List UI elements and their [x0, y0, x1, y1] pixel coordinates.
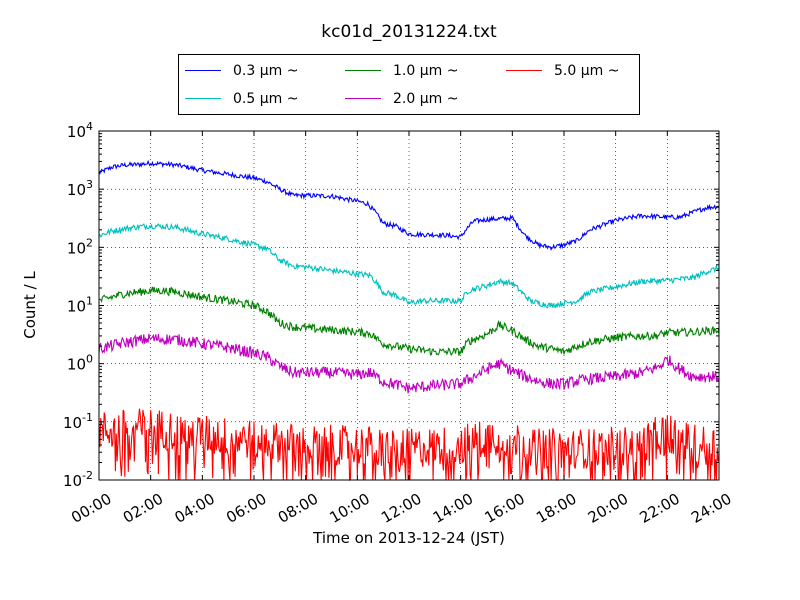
- x-tick-label: 14:00: [430, 490, 476, 527]
- x-tick-label: 12:00: [378, 490, 424, 527]
- x-tick-label: 22:00: [636, 490, 682, 527]
- series-line: [98, 333, 720, 394]
- x-tick-label: 24:00: [688, 490, 734, 527]
- x-tick-label: 16:00: [481, 490, 527, 527]
- series-line: [98, 159, 720, 251]
- legend: 0.3 μm ~ 0.5 μm ~ 1.0 μm ~ 2.0 μm ~ 5.0 …: [178, 54, 640, 115]
- y-tick-label: 101: [67, 295, 93, 316]
- x-tick-label: 10:00: [326, 490, 372, 527]
- chart-title: kc01d_20131224.txt: [321, 22, 497, 42]
- x-tick-label: 02:00: [120, 490, 166, 527]
- legend-label-1-0um: 1.0 μm ~: [393, 63, 459, 79]
- y-tick-label: 102: [67, 236, 93, 257]
- legend-label-5-0um: 5.0 μm ~: [554, 63, 620, 79]
- legend-swatch-0-5um: [185, 98, 221, 99]
- x-tick-label: 00:00: [68, 490, 114, 527]
- x-tick-label: 20:00: [585, 490, 631, 527]
- x-tick-label: 06:00: [223, 490, 269, 527]
- y-axis-label: Count / L: [21, 271, 39, 339]
- series-line: [98, 222, 720, 309]
- y-tick-label: 104: [67, 120, 93, 141]
- x-tick-label: 18:00: [533, 490, 579, 527]
- y-tick-label: 100: [67, 353, 93, 374]
- series-line: [99, 286, 720, 357]
- x-axis-label: Time on 2013-12-24 (JST): [312, 529, 505, 547]
- y-tick-labels: 10-2 10-1 100 101 102 103 104: [63, 120, 93, 490]
- x-tick-label: 04:00: [171, 490, 217, 527]
- legend-label-0-3um: 0.3 μm ~: [233, 63, 299, 79]
- grid: [99, 131, 719, 480]
- series-line: [98, 408, 720, 482]
- legend-swatch-1-0um: [345, 70, 381, 71]
- legend-label-0-5um: 0.5 μm ~: [233, 91, 299, 107]
- series-lines: [98, 159, 720, 482]
- y-tick-label: 10-2: [63, 469, 93, 490]
- axis-ticks: [98, 130, 720, 481]
- x-tick-labels: 00:00 02:00 04:00 06:00 08:00 10:00 12:00 14:00…: [68, 490, 734, 527]
- legend-label-2-0um: 2.0 μm ~: [393, 91, 459, 107]
- legend-swatch-2-0um: [345, 98, 381, 99]
- x-tick-label: 08:00: [275, 490, 321, 527]
- legend-swatch-0-3um: [185, 70, 221, 71]
- y-tick-label: 103: [67, 178, 93, 199]
- legend-swatch-5-0um: [506, 70, 542, 71]
- y-tick-label: 10-1: [63, 411, 93, 432]
